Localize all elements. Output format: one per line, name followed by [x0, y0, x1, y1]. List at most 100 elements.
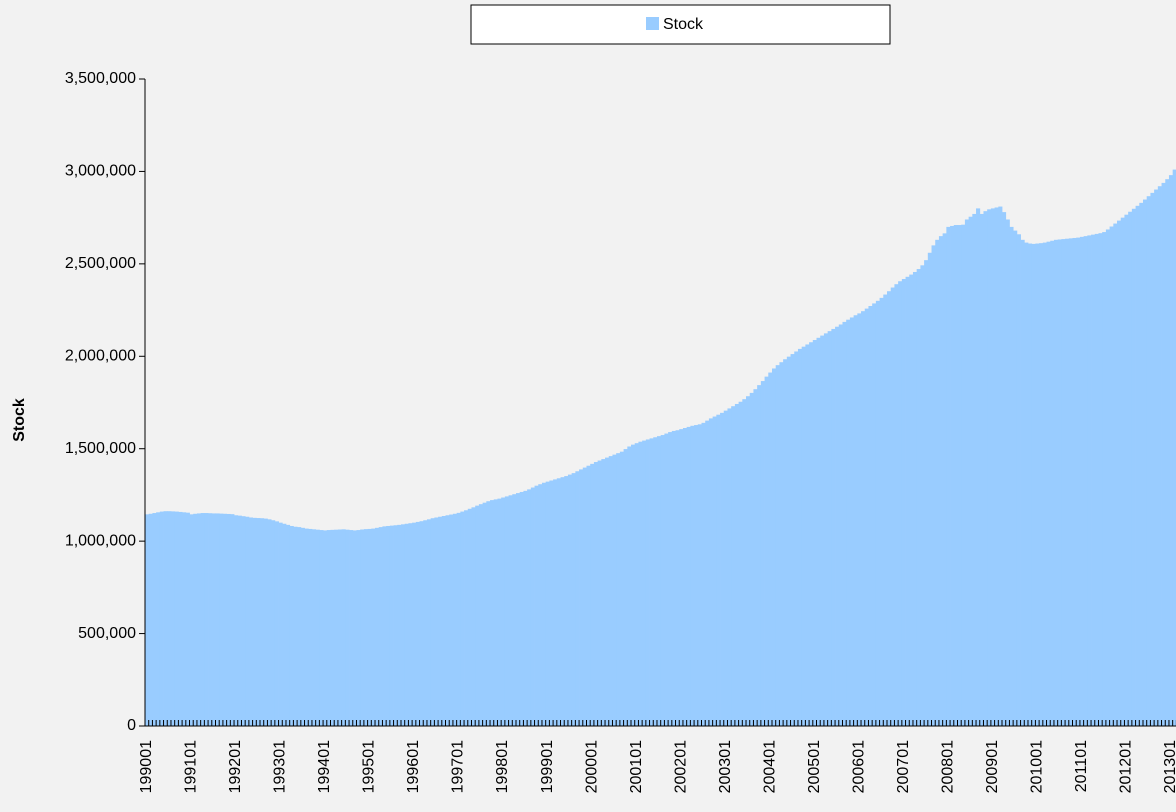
bar — [1072, 237, 1077, 726]
bar — [234, 515, 239, 726]
bar — [794, 351, 799, 726]
bar — [1068, 238, 1073, 726]
bar — [1079, 236, 1085, 727]
bar — [148, 513, 153, 726]
bar — [519, 491, 524, 726]
bar — [508, 495, 513, 726]
legend-box — [470, 4, 891, 45]
bar — [979, 213, 984, 727]
x-tick-label: 199901 — [539, 740, 556, 793]
bar — [786, 356, 791, 726]
bar — [356, 530, 361, 726]
bar — [252, 517, 257, 726]
bar — [282, 523, 287, 726]
bar — [419, 521, 424, 726]
x-tick-label: 201001 — [1028, 740, 1045, 793]
bar — [861, 311, 866, 726]
bar — [849, 317, 855, 726]
y-tick-label: 3,000,000 — [65, 163, 136, 180]
bar — [1120, 217, 1125, 726]
bar — [846, 319, 851, 726]
y-tick-label: 3,500,000 — [65, 70, 136, 87]
bar — [475, 505, 480, 726]
bar — [619, 451, 624, 726]
bar — [170, 511, 176, 726]
bar — [760, 381, 765, 726]
bar — [642, 440, 647, 726]
bar — [1039, 243, 1044, 726]
bar — [464, 510, 469, 726]
bar — [768, 372, 773, 726]
x-tick-label: 200001 — [583, 740, 600, 793]
bar — [749, 392, 754, 726]
bar — [675, 430, 680, 726]
bar — [1113, 223, 1118, 726]
x-tick-label: 199401 — [316, 740, 333, 793]
bar — [304, 528, 309, 726]
bar — [1065, 238, 1070, 727]
bar — [875, 300, 880, 726]
bar — [931, 245, 936, 726]
bar — [868, 306, 873, 726]
bar — [467, 508, 472, 726]
x-tick-label: 199101 — [183, 740, 200, 793]
bar — [326, 530, 331, 726]
bar — [352, 530, 357, 726]
bar — [167, 511, 172, 726]
bar — [408, 523, 413, 726]
bar — [1046, 241, 1051, 726]
bar — [400, 524, 406, 726]
bar — [1035, 243, 1040, 726]
bar — [267, 519, 272, 726]
bar — [256, 518, 261, 726]
x-tick-label: 200401 — [761, 740, 778, 793]
bar — [801, 346, 806, 726]
bar — [901, 279, 906, 726]
bar — [193, 513, 198, 726]
bar — [553, 479, 558, 726]
x-tick-label: 199001 — [138, 740, 155, 793]
y-tick-label: 1,000,000 — [65, 532, 136, 549]
bar — [1050, 240, 1055, 726]
bar — [1091, 234, 1096, 726]
bar — [260, 518, 265, 726]
bar — [389, 525, 394, 726]
bar — [938, 236, 944, 726]
x-tick-label: 200301 — [717, 740, 734, 793]
bar — [1016, 234, 1021, 726]
bar — [323, 530, 328, 726]
bar — [159, 511, 164, 726]
bar — [638, 441, 643, 726]
bar — [593, 462, 599, 726]
bar — [430, 518, 435, 726]
bar — [1102, 232, 1107, 727]
bar — [994, 207, 999, 726]
bar — [686, 426, 691, 726]
bar — [1024, 242, 1029, 726]
bar — [1139, 202, 1144, 727]
bar — [579, 469, 584, 726]
bar — [222, 513, 228, 726]
bar — [1013, 230, 1018, 726]
bar — [827, 331, 832, 726]
x-tick-label: 200801 — [939, 740, 956, 793]
bar — [371, 528, 376, 726]
bar — [189, 514, 194, 726]
bar — [668, 432, 673, 726]
bar — [723, 410, 728, 726]
bar — [738, 401, 743, 726]
x-tick-label: 201301 — [1162, 740, 1176, 793]
bar — [1117, 220, 1122, 726]
bar — [434, 517, 439, 726]
bar — [289, 525, 294, 726]
bar — [482, 502, 487, 726]
bar — [530, 487, 535, 726]
x-tick-label: 200101 — [628, 740, 645, 793]
bar — [990, 208, 995, 726]
bar — [816, 337, 821, 726]
x-tick-label: 199501 — [361, 740, 378, 793]
bar — [478, 504, 484, 726]
y-tick-label: 1,500,000 — [65, 440, 136, 457]
